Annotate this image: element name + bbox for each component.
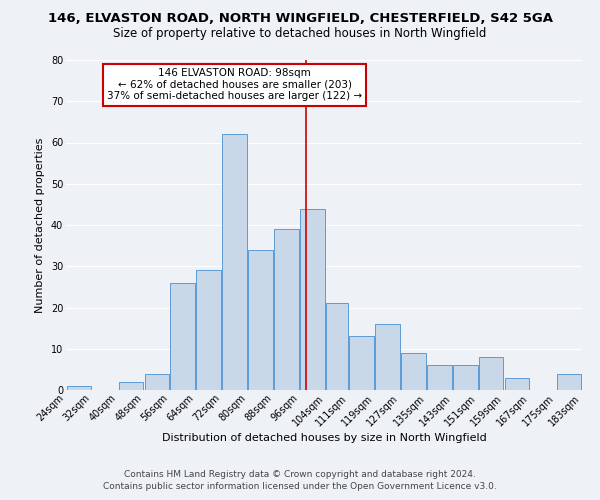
Bar	[196, 270, 221, 390]
Text: Contains public sector information licensed under the Open Government Licence v3: Contains public sector information licen…	[103, 482, 497, 491]
Bar	[427, 365, 452, 390]
Y-axis label: Number of detached properties: Number of detached properties	[35, 138, 45, 312]
Bar	[119, 382, 143, 390]
Bar	[170, 283, 195, 390]
Bar	[505, 378, 529, 390]
Bar	[326, 304, 347, 390]
Bar	[301, 208, 325, 390]
Bar	[67, 386, 91, 390]
X-axis label: Distribution of detached houses by size in North Wingfield: Distribution of detached houses by size …	[161, 433, 487, 443]
Bar	[557, 374, 581, 390]
Text: 146, ELVASTON ROAD, NORTH WINGFIELD, CHESTERFIELD, S42 5GA: 146, ELVASTON ROAD, NORTH WINGFIELD, CHE…	[47, 12, 553, 26]
Bar	[453, 365, 478, 390]
Text: 146 ELVASTON ROAD: 98sqm
← 62% of detached houses are smaller (203)
37% of semi-: 146 ELVASTON ROAD: 98sqm ← 62% of detach…	[107, 68, 362, 102]
Bar	[248, 250, 273, 390]
Bar	[401, 353, 425, 390]
Bar	[274, 229, 299, 390]
Bar	[145, 374, 169, 390]
Bar	[223, 134, 247, 390]
Bar	[375, 324, 400, 390]
Bar	[479, 357, 503, 390]
Bar	[349, 336, 374, 390]
Text: Contains HM Land Registry data © Crown copyright and database right 2024.: Contains HM Land Registry data © Crown c…	[124, 470, 476, 479]
Text: Size of property relative to detached houses in North Wingfield: Size of property relative to detached ho…	[113, 28, 487, 40]
